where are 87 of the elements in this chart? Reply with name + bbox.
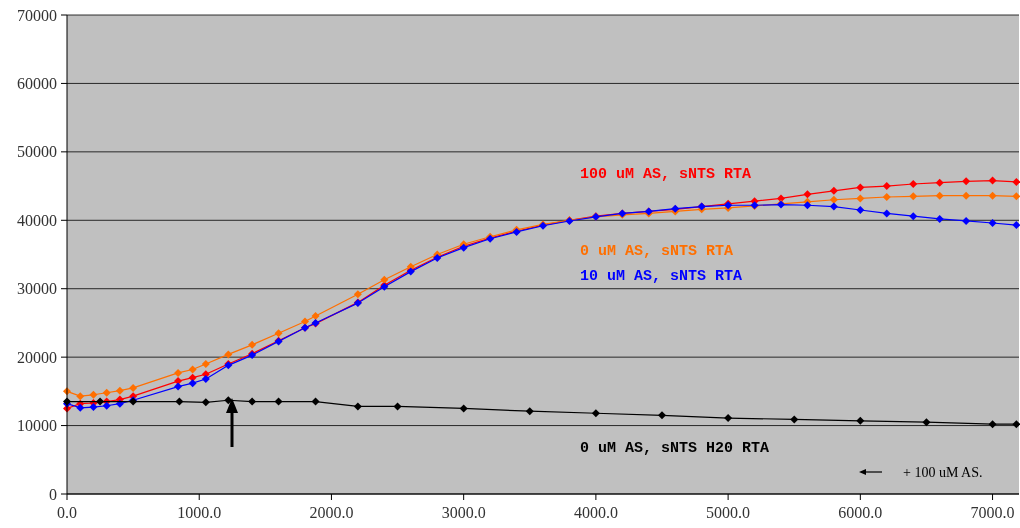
point bbox=[962, 191, 971, 200]
point bbox=[829, 195, 838, 204]
point bbox=[102, 388, 111, 397]
point bbox=[311, 312, 320, 321]
point bbox=[1012, 177, 1020, 186]
y-tick-label: 0 bbox=[49, 485, 57, 503]
point bbox=[201, 375, 210, 384]
y-tick-label: 70000 bbox=[17, 6, 57, 24]
point bbox=[174, 382, 183, 391]
point bbox=[525, 407, 534, 416]
point bbox=[988, 191, 997, 200]
point bbox=[882, 193, 891, 202]
point bbox=[89, 403, 98, 412]
point bbox=[224, 396, 233, 405]
point bbox=[201, 398, 210, 407]
point bbox=[856, 416, 865, 425]
point bbox=[174, 368, 183, 377]
point bbox=[829, 202, 838, 211]
point bbox=[856, 206, 865, 215]
point bbox=[962, 177, 971, 186]
point bbox=[856, 183, 865, 192]
x-tick-label: 7000.0 bbox=[970, 504, 1015, 521]
point bbox=[856, 194, 865, 203]
x-tick-label: 3000.0 bbox=[441, 504, 486, 521]
point bbox=[224, 350, 233, 359]
point bbox=[89, 390, 98, 399]
point bbox=[962, 216, 971, 225]
point bbox=[882, 182, 891, 191]
point bbox=[988, 420, 997, 429]
x-tick-label: 6000.0 bbox=[838, 504, 883, 521]
point bbox=[380, 275, 389, 284]
series-label: 0 uM AS, sNTS RTA bbox=[580, 243, 734, 260]
point bbox=[175, 397, 184, 406]
point bbox=[1012, 221, 1020, 230]
point bbox=[311, 397, 320, 406]
point bbox=[102, 401, 111, 410]
series-label: 100 uM AS, sNTS RTA bbox=[580, 166, 752, 183]
y-tick-label: 40000 bbox=[17, 211, 57, 229]
point bbox=[790, 415, 799, 424]
point bbox=[96, 397, 105, 406]
point bbox=[935, 191, 944, 200]
point bbox=[1012, 420, 1020, 429]
text: 10 uM AS, sNTS RTA bbox=[580, 268, 743, 285]
annotation: + 100 uM AS. bbox=[903, 465, 983, 480]
point bbox=[658, 411, 666, 420]
y-tick-label: 20000 bbox=[17, 348, 57, 366]
point bbox=[248, 340, 257, 349]
point bbox=[248, 397, 257, 406]
point bbox=[591, 409, 600, 418]
point bbox=[393, 402, 402, 411]
point bbox=[909, 192, 918, 201]
point bbox=[76, 392, 85, 401]
point bbox=[115, 386, 124, 395]
point bbox=[188, 379, 197, 388]
point bbox=[935, 178, 944, 187]
point bbox=[935, 214, 944, 223]
point bbox=[909, 212, 918, 221]
x-tick-label: 1000.0 bbox=[177, 504, 222, 521]
point bbox=[459, 404, 468, 413]
point bbox=[188, 365, 197, 374]
point bbox=[909, 180, 918, 189]
point bbox=[829, 186, 838, 195]
point bbox=[803, 190, 812, 199]
x-tick-label: 0.0 bbox=[57, 504, 77, 521]
point bbox=[803, 201, 812, 210]
y-tick-label: 60000 bbox=[17, 75, 57, 93]
y-tick-label: 50000 bbox=[17, 143, 57, 161]
point bbox=[201, 359, 210, 368]
point bbox=[76, 403, 85, 412]
point bbox=[724, 414, 733, 423]
x-tick-label: 5000.0 bbox=[706, 504, 751, 521]
point bbox=[922, 418, 931, 427]
point bbox=[301, 317, 309, 326]
series-label: 0 uM AS, sNTS H20 RTA bbox=[580, 440, 770, 457]
point bbox=[274, 397, 283, 406]
x-tick-label: 2000.0 bbox=[309, 504, 354, 521]
point bbox=[274, 329, 283, 338]
point bbox=[882, 209, 891, 218]
y-tick-label: 10000 bbox=[17, 417, 57, 435]
point bbox=[988, 176, 997, 185]
x-tick-label: 4000.0 bbox=[573, 504, 618, 521]
point bbox=[988, 219, 997, 228]
point bbox=[353, 290, 362, 299]
point bbox=[353, 402, 362, 411]
y-tick-label: 30000 bbox=[17, 280, 57, 298]
point bbox=[129, 383, 138, 392]
point bbox=[1012, 192, 1020, 201]
